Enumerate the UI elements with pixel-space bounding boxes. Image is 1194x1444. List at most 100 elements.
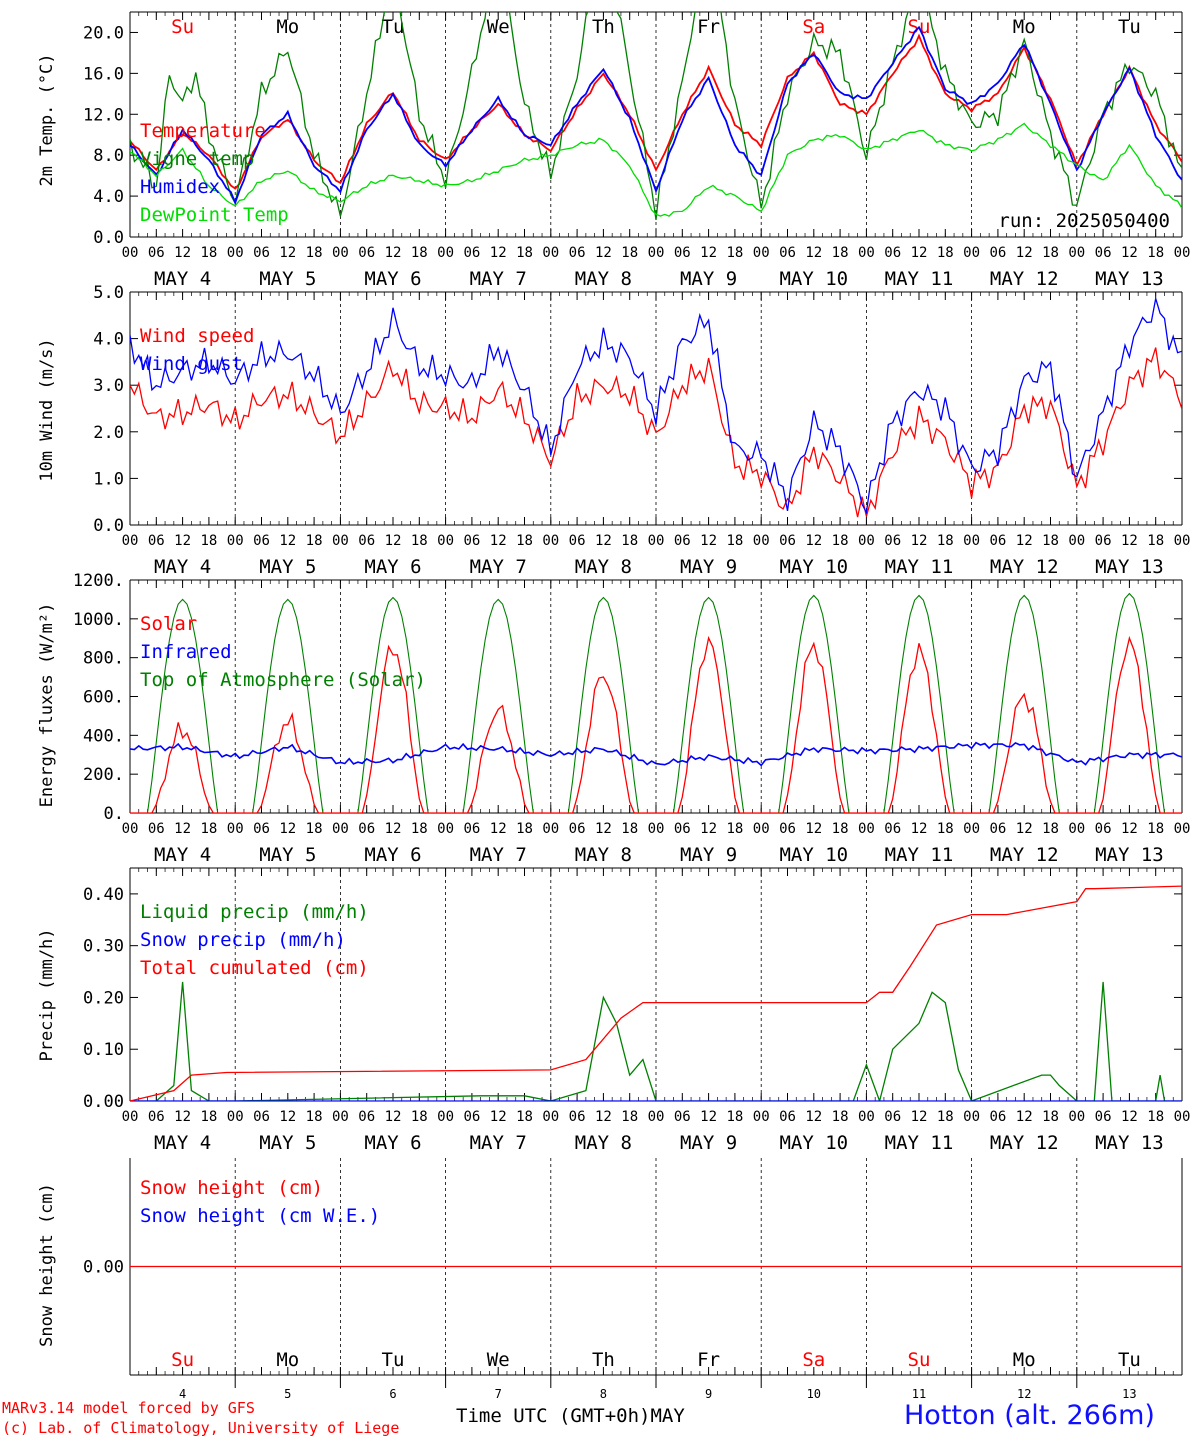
date-label: MAY 5 <box>259 556 316 578</box>
date-label: MAY 13 <box>1095 268 1164 290</box>
hour-tick-label: 12 <box>805 245 822 261</box>
hour-tick-label: 00 <box>963 1109 980 1125</box>
hour-tick-label: 18 <box>621 245 638 261</box>
legend-entry: Snow height (cm) <box>140 1177 323 1199</box>
hour-tick-label: 12 <box>174 821 191 837</box>
date-label: MAY 10 <box>779 844 848 866</box>
date-label: MAY 6 <box>364 1132 421 1154</box>
hour-tick-label: 00 <box>1068 1109 1085 1125</box>
weekday-label: Fr <box>697 16 720 38</box>
hour-tick-label: 00 <box>332 533 349 549</box>
date-label: MAY 10 <box>779 556 848 578</box>
hour-tick-label: 12 <box>385 1109 402 1125</box>
hour-tick-label: 12 <box>174 1109 191 1125</box>
legend-entry: Snow height (cm W.E.) <box>140 1205 380 1227</box>
hour-tick-label: 06 <box>569 1109 586 1125</box>
y-tick-label: 2.0 <box>93 423 124 443</box>
hour-tick-label: 18 <box>937 533 954 549</box>
hour-tick-label: 18 <box>621 821 638 837</box>
date-label: MAY 12 <box>990 556 1059 578</box>
hour-tick-label: 12 <box>490 245 507 261</box>
month-label: MAY <box>650 1405 685 1427</box>
hour-tick-label: 18 <box>832 245 849 261</box>
y-tick-label: 0.0 <box>93 516 124 536</box>
day-number-label: 8 <box>600 1387 607 1401</box>
hour-tick-label: 00 <box>437 245 454 261</box>
date-label: MAY 4 <box>154 556 211 578</box>
y-tick-label: 20.0 <box>83 23 124 43</box>
hour-tick-label: 18 <box>1147 533 1164 549</box>
hour-tick-label: 18 <box>1147 245 1164 261</box>
hour-tick-label: 18 <box>411 533 428 549</box>
hour-tick-label: 12 <box>700 245 717 261</box>
hour-tick-label: 00 <box>1174 245 1191 261</box>
date-label: MAY 9 <box>680 844 737 866</box>
hour-tick-label: 12 <box>490 533 507 549</box>
hour-tick-label: 18 <box>200 245 217 261</box>
hour-tick-label: 18 <box>411 821 428 837</box>
date-label: MAY 6 <box>364 268 421 290</box>
hour-tick-label: 06 <box>884 245 901 261</box>
hour-tick-label: 06 <box>1095 1109 1112 1125</box>
date-label: MAY 7 <box>470 556 527 578</box>
hour-tick-label: 12 <box>490 821 507 837</box>
y-axis-title: Precip (mm/h) <box>37 928 57 1061</box>
y-tick-label: 16.0 <box>83 64 124 84</box>
y-tick-label: 1.0 <box>93 469 124 489</box>
hour-tick-label: 06 <box>884 533 901 549</box>
legend-entry: Snow precip (mm/h) <box>140 929 346 951</box>
series-line-vigne-temp <box>130 12 1182 220</box>
weekday-label: Th <box>592 1349 615 1371</box>
hour-tick-label: 00 <box>1174 533 1191 549</box>
weekday-label: Mo <box>1013 1349 1036 1371</box>
hour-tick-label: 12 <box>279 245 296 261</box>
hour-tick-label: 12 <box>700 533 717 549</box>
hour-tick-label: 00 <box>1068 245 1085 261</box>
hour-tick-label: 06 <box>1095 821 1112 837</box>
y-axis-title: 10m Wind (m/s) <box>37 338 57 481</box>
hour-tick-label: 00 <box>227 533 244 549</box>
date-label: MAY 8 <box>575 268 632 290</box>
hour-tick-label: 12 <box>1016 1109 1033 1125</box>
day-number-label: 10 <box>807 1387 821 1401</box>
y-tick-label: 1000. <box>73 610 124 630</box>
series-line-wind-speed <box>130 347 1182 518</box>
hour-tick-label: 18 <box>306 533 323 549</box>
hour-tick-label: 00 <box>542 245 559 261</box>
hour-tick-label: 00 <box>542 821 559 837</box>
hour-tick-label: 06 <box>989 533 1006 549</box>
toa-solar-line <box>130 592 1182 813</box>
date-label: MAY 4 <box>154 268 211 290</box>
hour-tick-label: 18 <box>832 1109 849 1125</box>
hour-tick-label: 06 <box>358 245 375 261</box>
hour-tick-label: 12 <box>595 245 612 261</box>
infrared-line <box>130 741 1182 767</box>
hour-tick-label: 12 <box>385 245 402 261</box>
hour-tick-label: 12 <box>279 533 296 549</box>
solar-line <box>130 635 1182 813</box>
y-tick-label: 200. <box>83 765 124 785</box>
date-label: MAY 5 <box>259 1132 316 1154</box>
hour-tick-label: 18 <box>726 245 743 261</box>
model-credit: MARv3.14 model forced by GFS <box>2 1399 255 1417</box>
y-axis-title: 2m Temp. (°C) <box>37 53 57 186</box>
day-number-label: 5 <box>284 1387 291 1401</box>
hour-tick-label: 12 <box>279 1109 296 1125</box>
hour-tick-label: 12 <box>1121 245 1138 261</box>
hour-tick-label: 18 <box>516 821 533 837</box>
hour-tick-label: 06 <box>674 533 691 549</box>
hour-tick-label: 18 <box>516 533 533 549</box>
hour-tick-label: 00 <box>648 821 665 837</box>
weekday-label: Mo <box>1013 16 1036 38</box>
hour-tick-label: 06 <box>884 1109 901 1125</box>
y-tick-label: 600. <box>83 688 124 708</box>
hour-tick-label: 00 <box>963 245 980 261</box>
weekday-label: Tu <box>382 1349 405 1371</box>
hour-tick-label: 06 <box>779 533 796 549</box>
hour-tick-label: 18 <box>1042 1109 1059 1125</box>
hour-tick-label: 18 <box>200 1109 217 1125</box>
hour-tick-label: 06 <box>674 245 691 261</box>
date-label: MAY 7 <box>470 268 527 290</box>
hour-tick-label: 18 <box>621 1109 638 1125</box>
